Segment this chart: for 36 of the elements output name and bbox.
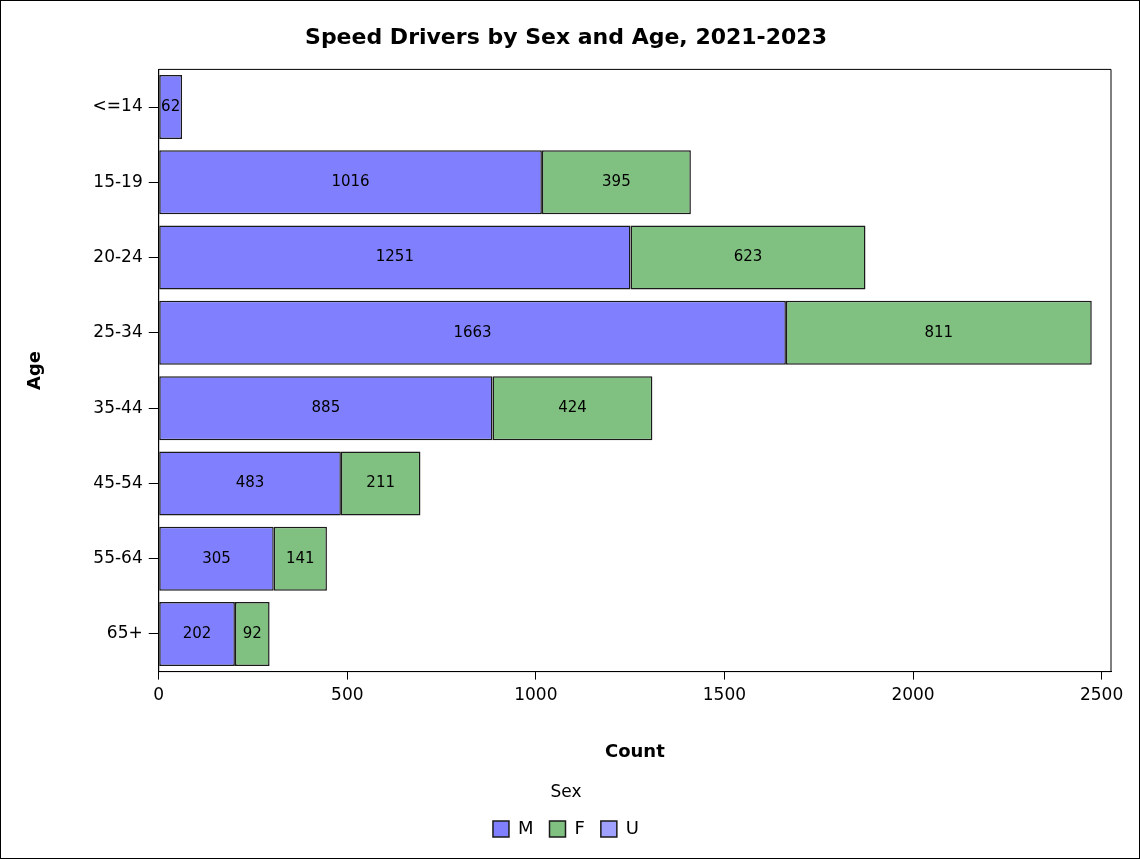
x-tick-label: 0 bbox=[153, 684, 165, 705]
data-label: 483 bbox=[235, 473, 265, 492]
legend-title: Sex bbox=[550, 780, 582, 801]
y-tick-label: 20-24 bbox=[93, 246, 143, 267]
y-axis-title: Age bbox=[23, 350, 45, 391]
data-label: 811 bbox=[924, 322, 954, 341]
data-label: 211 bbox=[366, 473, 395, 492]
y-tick-label: 35-44 bbox=[93, 396, 143, 417]
data-label: 1016 bbox=[331, 172, 370, 191]
y-tick-label: 55-64 bbox=[93, 547, 143, 568]
data-label: 623 bbox=[733, 247, 763, 266]
data-label: 395 bbox=[602, 172, 631, 191]
data-label: 1251 bbox=[375, 247, 414, 266]
y-tick-label: 25-34 bbox=[93, 321, 143, 342]
legend-label: U bbox=[625, 816, 640, 838]
data-label: 202 bbox=[182, 623, 212, 642]
data-label: 424 bbox=[558, 398, 587, 417]
legend-label: F bbox=[574, 816, 585, 838]
data-label: 62 bbox=[161, 96, 181, 115]
x-tick-label: 1000 bbox=[514, 684, 558, 705]
x-tick-label: 2000 bbox=[891, 684, 935, 705]
data-label: 305 bbox=[202, 548, 231, 567]
y-tick-label: <=14 bbox=[92, 95, 143, 116]
y-tick-label: 15-19 bbox=[93, 170, 143, 191]
y-tick-label: 45-54 bbox=[93, 471, 143, 492]
data-label: 141 bbox=[286, 548, 315, 567]
y-tick-label: 65+ bbox=[106, 622, 143, 643]
x-tick-label: 2500 bbox=[1079, 684, 1124, 705]
data-label: 1663 bbox=[453, 322, 492, 341]
x-tick-label: 1500 bbox=[702, 684, 747, 705]
data-label: 92 bbox=[242, 623, 262, 642]
data-label: 885 bbox=[311, 398, 341, 417]
x-tick-label: 500 bbox=[331, 684, 364, 705]
chart-title: Speed Drivers by Sex and Age, 2021-2023 bbox=[305, 23, 827, 49]
legend-label: M bbox=[517, 816, 534, 838]
x-axis-title: Count bbox=[604, 740, 666, 762]
